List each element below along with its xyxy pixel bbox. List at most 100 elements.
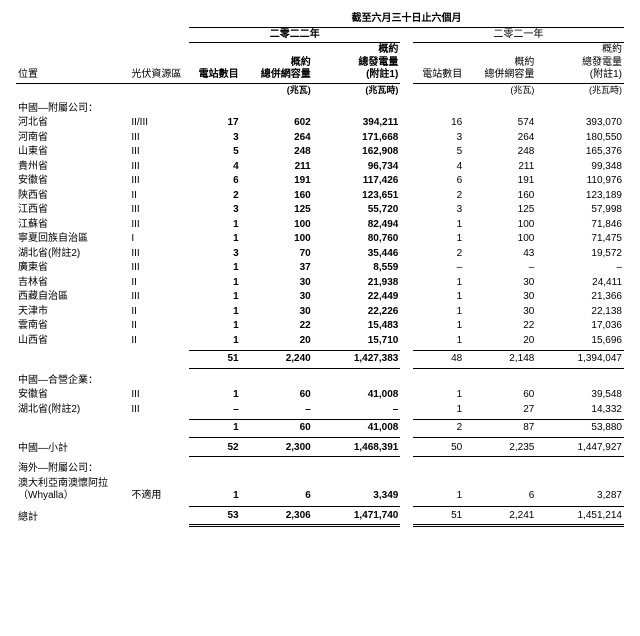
ov-sub-title: 海外—附屬公司： xyxy=(16,457,624,477)
cell-n22: 1 xyxy=(189,305,241,320)
cell-resource: II xyxy=(129,305,189,320)
cell-n22: 1 xyxy=(189,319,241,334)
cell-n21: 1 xyxy=(413,218,465,233)
cn-jv-total-n21: 2 xyxy=(413,420,465,438)
cell-g22: 21,938 xyxy=(313,276,401,291)
cell-g21: 15,696 xyxy=(536,334,624,349)
cell-n22: 3 xyxy=(189,203,241,218)
cell-n21: 1 xyxy=(413,305,465,320)
cell-c22: 6 xyxy=(241,477,313,504)
cell-g22: 35,446 xyxy=(313,247,401,262)
cell-resource: III xyxy=(129,131,189,146)
cell-location: 安徽省 xyxy=(16,174,129,189)
cell-c22: 30 xyxy=(241,305,313,320)
year-2021: 二零二一年 xyxy=(413,27,624,43)
table-row: 雲南省II12215,48312217,036 xyxy=(16,319,624,334)
cell-c21: 6 xyxy=(464,477,536,504)
cell-c21: 248 xyxy=(464,145,536,160)
cn-jv-title: 中國—合營企業： xyxy=(16,368,624,388)
unit-mw-21: (兆瓦) xyxy=(464,83,536,97)
cn-jv-total-c21: 87 xyxy=(464,420,536,438)
ov-sub-title-row: 海外—附屬公司： xyxy=(16,457,624,477)
cell-c22: – xyxy=(241,403,313,418)
cell-n22: 2 xyxy=(189,189,241,204)
cell-c22: 191 xyxy=(241,174,313,189)
cell-g22: 3,349 xyxy=(313,477,401,504)
cn-subtotal-c22: 2,300 xyxy=(241,437,313,457)
col-capacity-21: 概約 總併網容量 xyxy=(464,43,536,84)
cell-g21: 22,138 xyxy=(536,305,624,320)
cell-n21: 1 xyxy=(413,477,465,504)
cell-resource: II xyxy=(129,276,189,291)
cn-sub-total-n21: 48 xyxy=(413,351,465,369)
cell-g21: 3,287 xyxy=(536,477,624,504)
year-row: 二零二二年 二零二一年 xyxy=(16,27,624,43)
cell-location: 廣東省 xyxy=(16,261,129,276)
table-row: 陝西省II2160123,6512160123,189 xyxy=(16,189,624,204)
cell-g21: 180,550 xyxy=(536,131,624,146)
cell-n21: 1 xyxy=(413,388,465,403)
cell-resource: III xyxy=(129,203,189,218)
cn-subtotal-row: 中國—小計 52 2,300 1,468,391 50 2,235 1,447,… xyxy=(16,437,624,457)
cell-n22: 1 xyxy=(189,477,241,504)
cell-n22: 1 xyxy=(189,261,241,276)
cell-c21: 574 xyxy=(464,116,536,131)
cell-n22: 1 xyxy=(189,276,241,291)
period-header-row: 截至六月三十日止六個月 xyxy=(16,12,624,27)
cell-n21: 1 xyxy=(413,290,465,305)
cn-jv-title-row: 中國—合營企業： xyxy=(16,368,624,388)
cell-g21: 21,366 xyxy=(536,290,624,305)
cell-g22: 82,494 xyxy=(313,218,401,233)
cell-location: 河南省 xyxy=(16,131,129,146)
cell-c22: 30 xyxy=(241,276,313,291)
cell-g21: 14,332 xyxy=(536,403,624,418)
column-header-row: 位置 光伏資源區 電站數目 概約 總併網容量 概約 總發電量 (附註1) 電站數… xyxy=(16,43,624,84)
cell-n21: – xyxy=(413,261,465,276)
cell-g21: 165,376 xyxy=(536,145,624,160)
cell-resource: I xyxy=(129,232,189,247)
cell-location: 山東省 xyxy=(16,145,129,160)
cell-resource: II xyxy=(129,334,189,349)
cell-n22: 1 xyxy=(189,388,241,403)
cell-c21: 30 xyxy=(464,290,536,305)
cell-n21: 3 xyxy=(413,203,465,218)
cell-c22: 125 xyxy=(241,203,313,218)
grand-total-row: 總計 53 2,306 1,471,740 51 2,241 1,451,214 xyxy=(16,506,624,526)
cell-g21: 19,572 xyxy=(536,247,624,262)
cell-resource: II/III xyxy=(129,116,189,131)
cell-g22: 117,426 xyxy=(313,174,401,189)
cell-g22: 162,908 xyxy=(313,145,401,160)
cell-g22: 15,710 xyxy=(313,334,401,349)
cell-c21: 27 xyxy=(464,403,536,418)
cell-g21: 24,411 xyxy=(536,276,624,291)
cell-c22: 60 xyxy=(241,388,313,403)
period-header: 截至六月三十日止六個月 xyxy=(189,12,624,27)
cell-c21: – xyxy=(464,261,536,276)
cell-c21: 60 xyxy=(464,388,536,403)
grand-total-title: 總計 xyxy=(16,506,129,526)
cn-subtotal-g21: 1,447,927 xyxy=(536,437,624,457)
cell-n21: 4 xyxy=(413,160,465,175)
cn-subtotal-g22: 1,468,391 xyxy=(313,437,401,457)
cell-location: 湖北省(附註2) xyxy=(16,247,129,262)
cell-c21: 100 xyxy=(464,232,536,247)
grand-total-n22: 53 xyxy=(189,506,241,526)
col-generation-22: 概約 總發電量 (附註1) xyxy=(313,43,401,84)
cell-g21: 71,846 xyxy=(536,218,624,233)
cell-n22: 3 xyxy=(189,131,241,146)
cell-c21: 100 xyxy=(464,218,536,233)
cell-c21: 43 xyxy=(464,247,536,262)
cell-c21: 211 xyxy=(464,160,536,175)
cell-resource: III xyxy=(129,160,189,175)
unit-mw-22: (兆瓦) xyxy=(241,83,313,97)
col-location: 位置 xyxy=(16,43,129,84)
cell-c22: 602 xyxy=(241,116,313,131)
cell-location: 湖北省(附註2) xyxy=(16,403,129,418)
cn-sub-total-g22: 1,427,383 xyxy=(313,351,401,369)
table-row: 湖北省(附註2)III37035,44624319,572 xyxy=(16,247,624,262)
cell-g22: 171,668 xyxy=(313,131,401,146)
cell-c22: 248 xyxy=(241,145,313,160)
cell-c21: 125 xyxy=(464,203,536,218)
cell-n21: 2 xyxy=(413,247,465,262)
table-row: 廣東省III1378,559––– xyxy=(16,261,624,276)
